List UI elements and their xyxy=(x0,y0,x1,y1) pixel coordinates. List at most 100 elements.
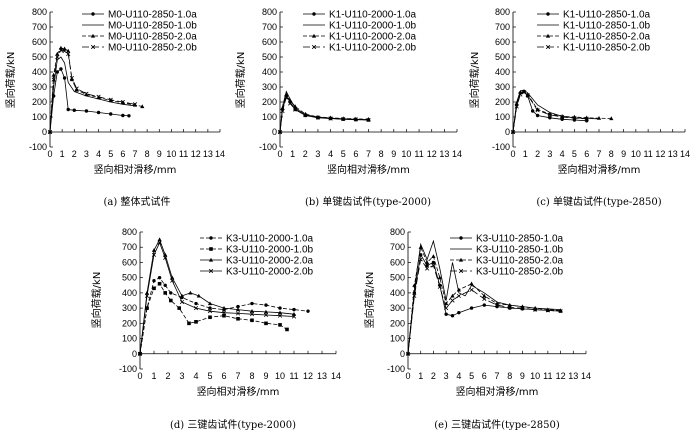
x-tick-label: 10 xyxy=(631,149,641,159)
data-point xyxy=(152,279,156,283)
y-tick-label: 100 xyxy=(390,334,405,344)
series-line xyxy=(49,56,136,133)
x-tick-label: 8 xyxy=(507,371,512,381)
data-point xyxy=(596,116,602,120)
legend-entry: K1-U110-2850-2.0b xyxy=(563,43,651,54)
data-point xyxy=(292,307,296,312)
series-line xyxy=(139,238,295,354)
x-tick-label: 9 xyxy=(157,149,162,159)
x-tick-label: 13 xyxy=(668,149,678,159)
y-axis-title: 竖向荷载/kN xyxy=(234,52,247,109)
legend-marker xyxy=(458,268,464,274)
data-point xyxy=(288,98,293,103)
legend-entry: K3-U110-2000-1.0b xyxy=(226,245,314,256)
data-point xyxy=(548,116,552,120)
data-point xyxy=(55,70,59,74)
x-tick-label: 0 xyxy=(405,371,410,381)
data-point xyxy=(157,281,162,286)
data-point xyxy=(235,311,241,316)
data-point xyxy=(341,117,346,122)
data-point xyxy=(62,76,67,80)
data-point xyxy=(558,309,563,314)
data-point xyxy=(412,283,417,287)
data-point xyxy=(208,315,212,320)
x-tick-label: 8 xyxy=(249,371,254,381)
data-point xyxy=(456,293,461,299)
y-axis-title: 竖向荷载/kN xyxy=(4,52,17,109)
data-point xyxy=(306,309,310,313)
data-point xyxy=(277,310,283,315)
legend-entry: K3-U110-2850-1.0a xyxy=(476,234,564,245)
legend-entry: M0-U110-2850-2.0b xyxy=(108,43,197,54)
x-axis-title: 竖向相对滑移/mm xyxy=(558,163,641,176)
x-tick-label: 2 xyxy=(431,371,436,381)
data-point xyxy=(145,306,149,310)
y-tick-label: 0 xyxy=(272,127,277,137)
data-point xyxy=(437,284,442,289)
data-point xyxy=(450,298,455,303)
data-point xyxy=(482,296,487,302)
x-tick-label: 5 xyxy=(341,149,346,159)
data-point xyxy=(482,303,486,307)
y-tick-label: 300 xyxy=(495,82,510,92)
y-tick-label: 800 xyxy=(122,227,137,237)
data-point xyxy=(196,293,201,298)
data-point xyxy=(157,240,162,245)
data-point xyxy=(547,112,552,117)
y-tick-label: 300 xyxy=(122,303,137,313)
x-tick-label: 1 xyxy=(151,371,156,381)
x-tick-label: 14 xyxy=(331,371,341,381)
data-point xyxy=(207,309,213,314)
y-tick-label: 700 xyxy=(32,22,47,32)
data-point xyxy=(84,91,89,96)
x-tick-label: 12 xyxy=(191,149,201,159)
data-point xyxy=(456,287,461,292)
data-point xyxy=(250,318,254,323)
series-line xyxy=(279,93,369,133)
x-tick-label: 3 xyxy=(179,371,184,381)
legend-marker xyxy=(545,44,551,50)
x-axis-title: 竖向相对滑移/mm xyxy=(456,385,539,398)
data-point xyxy=(424,266,430,271)
data-point xyxy=(535,108,540,113)
data-point xyxy=(431,254,436,258)
y-axis-title: 竖向荷载/kN xyxy=(363,272,376,329)
legend-marker xyxy=(209,236,213,240)
legend-entry: M0-U110-2850-1.0b xyxy=(108,21,197,32)
y-tick-label: 800 xyxy=(495,7,510,17)
x-tick-label: 9 xyxy=(621,149,626,159)
data-point xyxy=(518,92,523,97)
x-tick-label: 12 xyxy=(303,371,313,381)
y-tick-label: 0 xyxy=(505,127,510,137)
y-tick-label: 600 xyxy=(495,37,510,47)
data-point xyxy=(170,278,175,283)
legend-entry: K1-U110-2000-2.0a xyxy=(329,32,417,43)
data-point xyxy=(221,310,227,315)
legend: M0-U110-2850-1.0aM0-U110-2850-1.0bM0-U11… xyxy=(82,10,197,54)
x-tick-label: 4 xyxy=(560,149,565,159)
series-2 xyxy=(407,239,561,354)
data-point xyxy=(525,93,530,98)
x-tick-label: 0 xyxy=(277,149,282,159)
x-tick-label: 4 xyxy=(96,149,101,159)
data-point xyxy=(288,101,293,106)
data-point xyxy=(425,263,429,268)
x-tick-label: 1 xyxy=(523,149,528,159)
data-point xyxy=(51,72,56,77)
x-tick-label: 10 xyxy=(530,371,540,381)
data-point xyxy=(521,90,527,95)
series-2 xyxy=(49,56,136,133)
series-4 xyxy=(137,240,297,356)
y-tick-label: 300 xyxy=(262,82,277,92)
y-tick-label: 200 xyxy=(122,318,137,328)
x-tick-label: 4 xyxy=(456,371,461,381)
x-tick-label: 3 xyxy=(444,371,449,381)
legend-entry: K3-U110-2000-2.0b xyxy=(226,267,314,278)
data-point xyxy=(291,312,297,316)
x-tick-label: 6 xyxy=(353,149,358,159)
legend-entry: K1-U110-2850-1.0b xyxy=(563,21,651,32)
y-tick-label: 700 xyxy=(262,22,277,32)
